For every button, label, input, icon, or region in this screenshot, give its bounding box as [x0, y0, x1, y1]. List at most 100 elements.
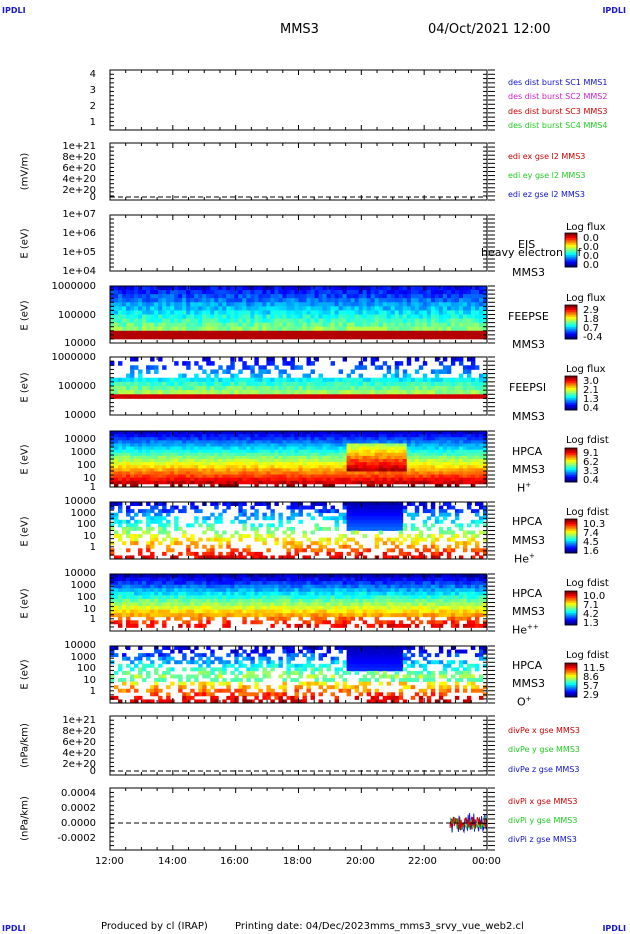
hpca-h-cell	[342, 455, 348, 460]
hpca-h-cell	[154, 440, 159, 444]
hpca-h-cell	[330, 446, 335, 451]
hpca-h-cell	[146, 449, 151, 454]
hpca-h-cell	[434, 437, 440, 441]
hpca-h-cell	[458, 480, 464, 485]
tick-label: 10	[83, 675, 96, 686]
hpca-he-cell	[258, 523, 263, 528]
hpca-h-cell	[354, 434, 360, 438]
hpca-he-cell	[238, 505, 243, 510]
feeps-e-cell	[426, 290, 432, 295]
hpca-h-cell	[186, 462, 191, 466]
hpca-h-cell	[154, 434, 159, 438]
hpca-h-cell	[242, 471, 247, 475]
hpca-h-cell	[178, 446, 183, 451]
hpca-h-cell	[310, 465, 315, 469]
feeps-e-cell	[190, 326, 195, 332]
hpca-h-cell	[418, 468, 424, 472]
hpca-he-cell	[314, 541, 319, 546]
hpca-h-cell	[350, 465, 356, 469]
hpca-h-cell	[258, 434, 263, 438]
hpca-he-cell	[114, 519, 119, 524]
feeps-e-cell	[146, 310, 151, 315]
hpca-h-cell	[402, 468, 408, 472]
feeps-i-cell	[450, 381, 456, 387]
hpca-h-cell	[234, 434, 239, 438]
hpca-hepp-cell	[206, 577, 211, 582]
feeps-e-cell	[154, 298, 159, 303]
hpca-he-cell	[302, 548, 307, 553]
feeps-i-cell	[330, 390, 335, 395]
hpca-he-cell	[306, 512, 311, 517]
feeps-i-cell	[254, 390, 259, 395]
hpca-hepp-cell	[186, 591, 191, 596]
hpca-h-cell	[242, 449, 247, 454]
feeps-i-cell	[446, 377, 452, 383]
hpca-h-cell	[286, 468, 291, 472]
feeps-i-cell	[466, 386, 472, 391]
feeps-e-cell	[222, 322, 227, 328]
hpca-he-cell	[126, 530, 131, 535]
hpca-he-cell	[362, 516, 368, 521]
feeps-i-cell	[134, 381, 139, 387]
hpca-he-cell	[358, 516, 364, 521]
feeps-e-cell	[254, 334, 259, 340]
feeps-e-cell	[130, 326, 135, 332]
hpca-he-cell	[446, 502, 452, 506]
feeps-e-cell	[270, 290, 275, 295]
hpca-hepp-cell	[294, 595, 299, 600]
hpca-h-cell	[218, 434, 223, 438]
hpca-h-cell	[354, 431, 360, 435]
feeps-i-cell	[322, 394, 327, 399]
feeps-e-cell	[362, 322, 368, 328]
hpca-h-cell	[214, 431, 219, 435]
hpca-he-cell	[378, 502, 384, 506]
hpca-h-cell	[458, 459, 464, 463]
hpca-hepp-cell	[298, 591, 303, 596]
hpca-h-cell	[462, 443, 468, 447]
feeps-e-cell	[230, 302, 235, 307]
hpca-hepp-cell	[218, 574, 223, 578]
feeps-i-cell	[346, 394, 352, 399]
feeps-e-cell	[350, 286, 356, 291]
feeps-e-cell	[182, 330, 187, 336]
feeps-e-cell	[286, 302, 291, 307]
hpca-hepp-cell	[190, 588, 195, 593]
hpca-he-cell	[362, 523, 368, 528]
footer-printing-date: Printing date: 04/Dec/2023	[235, 921, 371, 932]
feeps-e-cell	[342, 322, 348, 328]
hpca-h-cell	[282, 434, 287, 438]
feeps-i-cell	[162, 377, 167, 383]
corner-label-top-right: IPDLI	[602, 6, 626, 15]
hpca-h-cell	[114, 446, 119, 451]
hpca-h-cell	[422, 468, 428, 472]
hpca-h-cell	[114, 452, 119, 457]
feeps-e-cell	[146, 334, 151, 340]
hpca-h-cell	[274, 462, 279, 466]
feeps-e-cell	[262, 322, 267, 328]
hpca-h-cell	[398, 446, 404, 451]
feeps-e-cell	[298, 322, 303, 328]
hpca-h-cell	[382, 468, 388, 472]
feeps-e-cell	[290, 326, 295, 332]
hpca-h-cell	[262, 437, 267, 441]
feeps-e-cell	[322, 306, 327, 311]
hpca-h-cell	[278, 474, 283, 479]
hpca-hepp-cell	[162, 620, 167, 625]
feeps-i-cell	[322, 377, 327, 383]
feeps-i-cell	[306, 390, 311, 395]
hpca-he-cell	[454, 534, 460, 539]
feeps-e-cell	[478, 326, 484, 332]
hpca-h-cell	[326, 455, 331, 460]
feeps-i-cell	[358, 361, 364, 366]
hpca-h-cell	[442, 449, 448, 454]
feeps-i-cell	[174, 361, 179, 366]
hpca-h-cell	[118, 437, 123, 441]
feeps-e-cell	[290, 298, 295, 303]
hpca-h-cell	[378, 471, 384, 475]
hpca-h-cell	[418, 471, 424, 475]
hpca-he-cell	[402, 523, 408, 528]
hpca-h-cell	[118, 434, 123, 438]
hpca-hepp-cell	[182, 613, 187, 618]
hpca-hepp-cell	[186, 606, 191, 611]
hpca-h-cell	[334, 477, 340, 482]
